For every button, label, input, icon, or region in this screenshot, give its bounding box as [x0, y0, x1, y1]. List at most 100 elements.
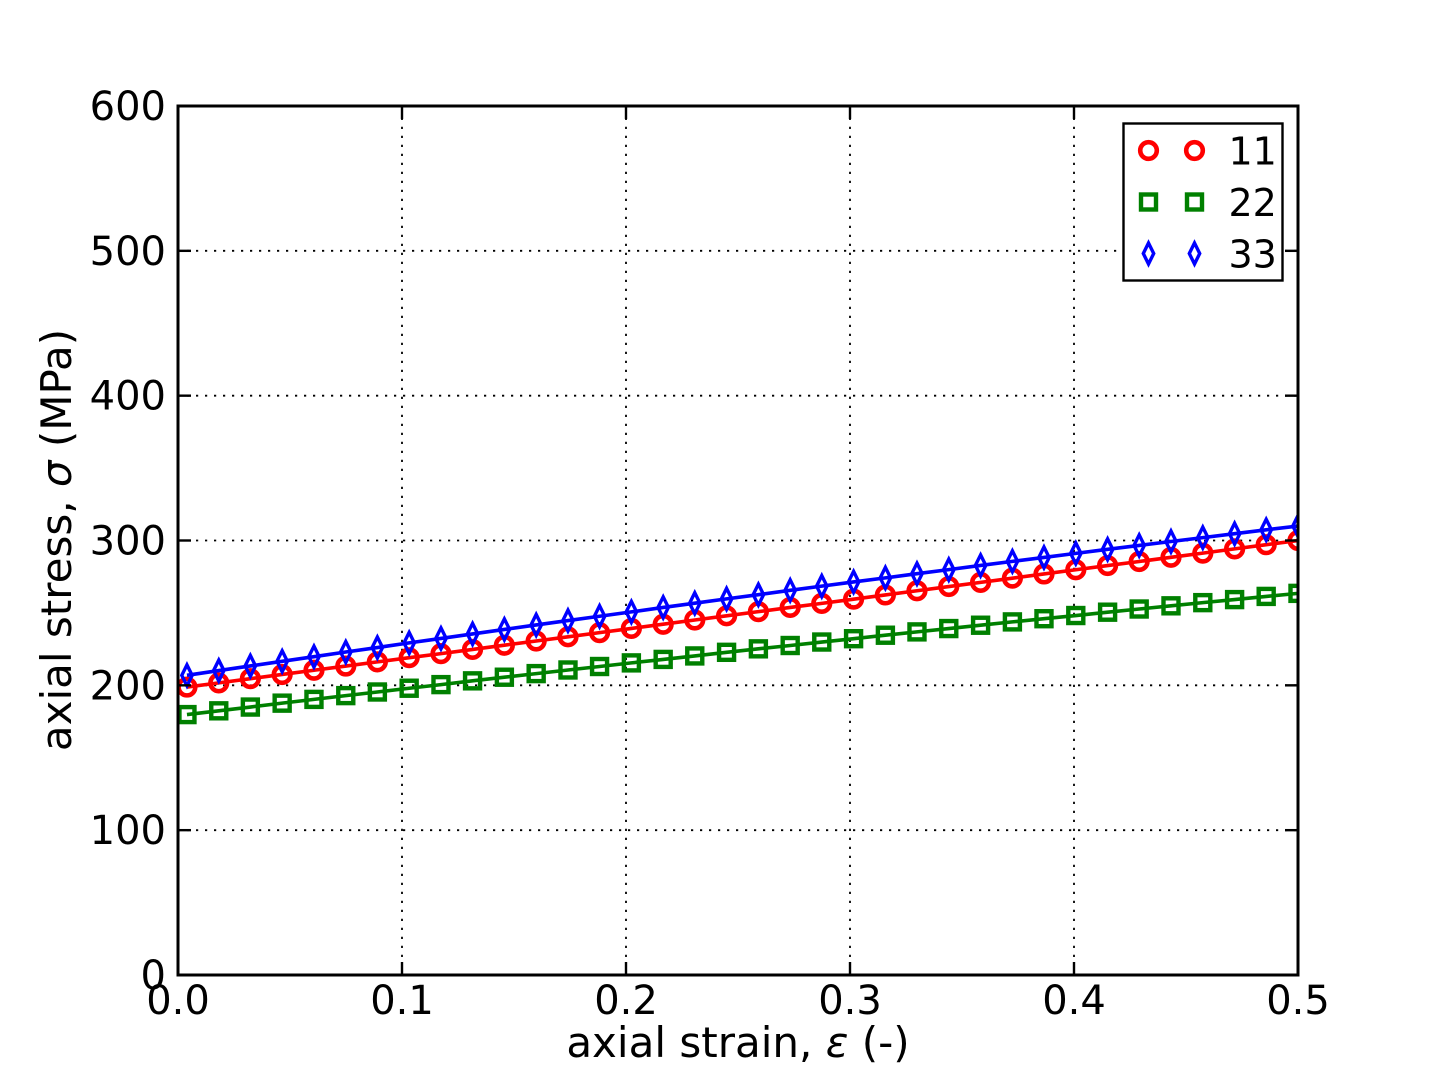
square-marker [1224, 589, 1245, 610]
square-marker [431, 674, 451, 695]
square-marker [716, 642, 737, 663]
square-marker [685, 646, 705, 666]
x-tick-label: 0.4 [1042, 978, 1106, 1024]
square-marker [304, 689, 324, 710]
square-marker [1256, 586, 1276, 607]
x-axis-label: axial strain, ε (-) [566, 1022, 909, 1064]
diamond-marker [592, 601, 607, 631]
square-marker [621, 653, 642, 673]
x-tick-label: 0.0 [146, 978, 210, 1024]
diamond-marker [1132, 531, 1147, 560]
y-tick-label: 200 [90, 663, 166, 709]
circle-marker [1137, 139, 1160, 162]
square-marker [875, 625, 896, 645]
epsilon-symbol: ε [825, 1018, 849, 1067]
circle-marker [239, 668, 261, 690]
legend-entry-11: 11 [1137, 130, 1277, 174]
y-tick-label: 400 [90, 374, 166, 420]
series-22 [178, 583, 1298, 725]
x-axis-label-text: axial strain, [566, 1018, 826, 1067]
series-33 [179, 511, 1298, 690]
ticks [176, 104, 1300, 977]
diamond-marker [941, 555, 956, 584]
diamond-marker [211, 656, 226, 685]
square-marker [1193, 592, 1213, 613]
diamond-marker [624, 597, 639, 627]
diamond-marker [402, 628, 417, 658]
y-tick-label: 100 [90, 808, 166, 854]
diamond-marker [878, 563, 893, 593]
square-marker [558, 660, 578, 680]
legend-label: 11 [1229, 130, 1277, 174]
diamond-marker [687, 588, 702, 618]
square-marker [367, 682, 388, 702]
square-marker [1129, 599, 1149, 619]
diamond-marker [1163, 527, 1179, 556]
diamond-marker [814, 571, 829, 601]
square-marker [1161, 596, 1181, 616]
x-tick-label: 0.2 [594, 978, 658, 1024]
square-marker [589, 656, 610, 677]
square-marker [209, 701, 229, 721]
square-marker [1034, 609, 1054, 629]
circle-marker [398, 647, 420, 669]
square-marker [1288, 583, 1298, 604]
diamond-marker [370, 633, 385, 662]
diamond-marker [1036, 543, 1052, 572]
diamond-marker [1259, 515, 1274, 545]
diamond-marker [1005, 547, 1020, 576]
square-marker [1184, 192, 1205, 212]
circle-marker [208, 672, 230, 694]
diamond-marker [179, 661, 195, 690]
square-marker [939, 618, 959, 639]
square-marker [907, 622, 927, 642]
square-marker [494, 667, 515, 687]
diamond-marker [465, 619, 480, 649]
legend: 11 22 33 [1122, 122, 1284, 282]
square-marker [780, 635, 800, 656]
square-marker [843, 628, 864, 649]
square-marker [748, 639, 769, 659]
y-tick-label: 500 [90, 229, 166, 275]
diamond-marker [783, 575, 798, 605]
diamond-marker [1100, 535, 1115, 564]
diamond-marker [656, 593, 671, 622]
square-marker [240, 697, 261, 717]
legend-label: 33 [1229, 233, 1277, 277]
square-marker [1138, 192, 1159, 212]
square-marker [1097, 602, 1118, 622]
circle-marker [1255, 534, 1277, 556]
circle-marker [271, 663, 293, 686]
diamond-marker [433, 624, 449, 653]
y-tick-label: 300 [90, 519, 166, 565]
x-axis-label-unit: (-) [848, 1018, 910, 1067]
circle-marker [303, 659, 325, 681]
diamond-marker [719, 584, 734, 614]
grid [178, 106, 1298, 975]
x-tick-label: 0.3 [818, 978, 882, 1024]
series-line-22 [186, 591, 1298, 717]
diamond-marker [1290, 511, 1298, 541]
square-marker [970, 615, 991, 635]
legend-entry-22: 22 [1138, 181, 1277, 225]
plot-area [178, 511, 1298, 725]
diamond-marker [846, 567, 861, 597]
diamond-marker [275, 646, 290, 676]
y-tick-label: 600 [90, 84, 166, 130]
diamond-marker [909, 559, 925, 588]
diamond-marker [560, 606, 576, 635]
diamond-marker [338, 637, 353, 667]
square-marker [526, 663, 546, 684]
legend-entry-33: 33 [1141, 233, 1277, 277]
diamond-marker [1227, 519, 1242, 549]
diamond-marker [243, 651, 258, 681]
y-axis-label-text: axial stress, [32, 487, 81, 752]
diamond-marker [306, 642, 322, 671]
diamond-marker [1195, 523, 1210, 552]
diamond-marker [497, 615, 512, 644]
square-marker [812, 632, 832, 652]
x-tick-label: 0.5 [1266, 978, 1330, 1024]
square-marker [399, 678, 419, 698]
series-line-11 [186, 538, 1298, 689]
y-axis-label-unit: (MPa) [32, 328, 81, 461]
